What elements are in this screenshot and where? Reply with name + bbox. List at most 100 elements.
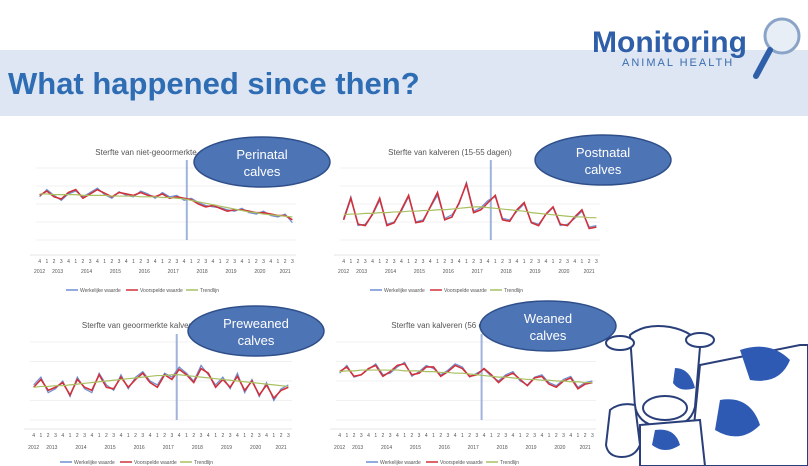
quarter-label: 2	[588, 259, 591, 265]
quarter-label: 1	[248, 259, 251, 265]
quarter-label: 4	[338, 433, 341, 439]
quarter-label: 3	[200, 433, 203, 439]
quarter-label: 4	[38, 259, 41, 265]
legend-label: Voorspelde waarde	[134, 460, 177, 466]
quarter-label: 4	[483, 433, 486, 439]
quarter-label: 1	[432, 433, 435, 439]
quarter-label: 1	[548, 433, 551, 439]
year-label: 2018	[497, 445, 508, 451]
quarter-label: 2	[284, 259, 287, 265]
legend-label: Trendlijn	[194, 460, 213, 466]
quarter-label: 1	[69, 433, 72, 439]
legend-label: Trendlijn	[504, 288, 523, 294]
quarter-label: 1	[45, 259, 48, 265]
quarter-label: 1	[494, 259, 497, 265]
bubble-label: Postnatal	[576, 145, 630, 160]
quarter-label: 1	[378, 259, 381, 265]
year-label: 2012	[34, 269, 45, 275]
year-label: 2013	[46, 445, 57, 451]
quarter-label: 4	[154, 259, 157, 265]
year-label: 2021	[276, 445, 287, 451]
quarter-label: 2	[472, 259, 475, 265]
quarter-label: 3	[83, 433, 86, 439]
logo-subtitle: ANIMAL HEALTH	[622, 57, 734, 69]
year-label: 2015	[414, 269, 425, 275]
chart-title: Sterfte van niet-geoormerkte	[95, 148, 197, 157]
year-label: 2016	[439, 445, 450, 451]
quarter-label: 2	[414, 259, 417, 265]
quarter-label: 3	[229, 433, 232, 439]
quarter-label: 3	[595, 259, 598, 265]
quarter-label: 2	[555, 433, 558, 439]
quarter-label: 2	[584, 433, 587, 439]
logo-name: Monitoring	[592, 26, 747, 59]
quarter-label: 1	[103, 259, 106, 265]
quarter-label: 2	[226, 259, 229, 265]
quarter-label: 1	[519, 433, 522, 439]
quarter-label: 4	[90, 433, 93, 439]
year-label: 2021	[580, 445, 591, 451]
quarter-label: 3	[393, 259, 396, 265]
year-label: 2014	[81, 269, 92, 275]
quarter-label: 2	[357, 259, 360, 265]
quarter-label: 2	[386, 259, 389, 265]
quarter-label: 2	[134, 433, 137, 439]
quarter-label: 1	[74, 259, 77, 265]
quarter-label: 1	[436, 259, 439, 265]
legend-label: Voorspelde waarde	[140, 288, 183, 294]
quarter-label: 4	[120, 433, 123, 439]
quarter-label: 1	[243, 433, 246, 439]
quarter-label: 1	[98, 433, 101, 439]
quarter-label: 1	[461, 433, 464, 439]
quarter-label: 3	[233, 259, 236, 265]
quarter-label: 3	[147, 259, 150, 265]
quarter-label: 2	[82, 259, 85, 265]
quarter-label: 1	[40, 433, 43, 439]
quarter-label: 2	[559, 259, 562, 265]
quarter-label: 1	[161, 259, 164, 265]
quarter-label: 4	[61, 433, 64, 439]
year-label: 2020	[250, 445, 261, 451]
quarter-label: 2	[139, 259, 142, 265]
quarter-label: 2	[526, 433, 529, 439]
year-label: 2019	[529, 269, 540, 275]
quarter-label: 2	[468, 433, 471, 439]
quarter-label: 3	[504, 433, 507, 439]
quarter-label: 1	[465, 259, 468, 265]
quarter-label: 3	[112, 433, 115, 439]
quarter-label: 1	[214, 433, 217, 439]
quarter-label: 4	[269, 259, 272, 265]
year-label: 2012	[28, 445, 39, 451]
quarter-label: 2	[280, 433, 283, 439]
quarter-label: 3	[360, 433, 363, 439]
quarter-label: 1	[577, 433, 580, 439]
year-label: 2020	[554, 445, 565, 451]
quarter-label: 4	[429, 259, 432, 265]
year-label: 2021	[584, 269, 595, 275]
slide: What happened since then? Monitoring ANI…	[0, 0, 808, 466]
quarter-label: 4	[540, 433, 543, 439]
quarter-label: 4	[544, 259, 547, 265]
quarter-label: 3	[422, 259, 425, 265]
legend-label: Werkelijke waarde	[74, 460, 115, 466]
category-bubble	[194, 137, 330, 187]
quarter-label: 2	[410, 433, 413, 439]
quarter-label: 2	[168, 259, 171, 265]
chart-title: Sterfte van geoormerkte kalveren	[82, 321, 200, 330]
quarter-label: 4	[425, 433, 428, 439]
year-label: 2017	[472, 269, 483, 275]
year-label: 2016	[443, 269, 454, 275]
quarter-label: 2	[53, 259, 56, 265]
year-label: 2017	[163, 445, 174, 451]
quarter-label: 1	[277, 259, 280, 265]
quarter-label: 3	[258, 433, 261, 439]
year-label: 2014	[385, 269, 396, 275]
bubble-label: calves	[585, 162, 622, 177]
quarter-label: 3	[451, 259, 454, 265]
quarter-label: 2	[497, 433, 500, 439]
cow-ear	[686, 333, 714, 347]
year-label: 2020	[558, 269, 569, 275]
bubble-label: calves	[530, 328, 567, 343]
quarter-label: 1	[219, 259, 222, 265]
quarter-label: 4	[67, 259, 70, 265]
